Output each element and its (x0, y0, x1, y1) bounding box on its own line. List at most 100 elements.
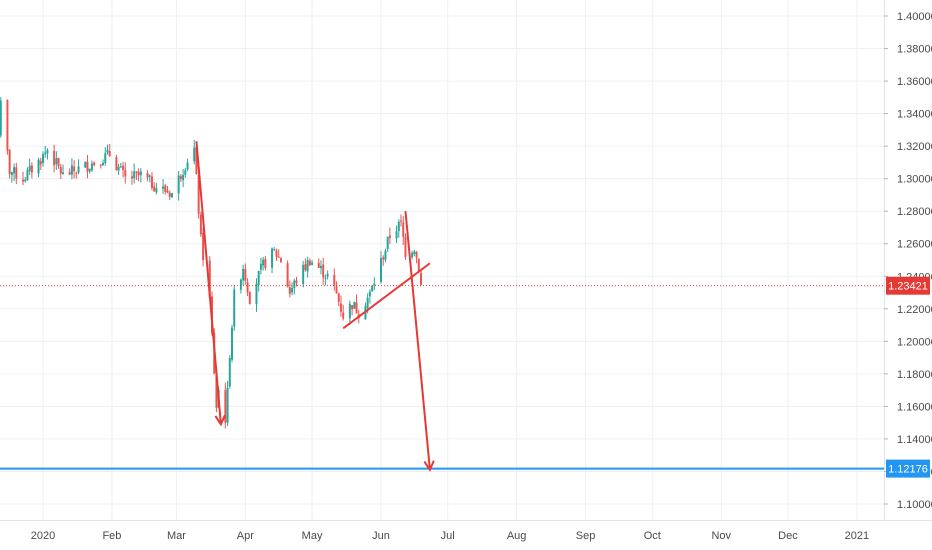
price-badges: 1.23421 1.12176 (886, 276, 930, 478)
candle-body (202, 233, 205, 260)
candle-body (291, 287, 294, 293)
candle-body (104, 153, 107, 163)
candle-body (177, 175, 180, 194)
candle-body (319, 266, 322, 269)
candle-body (182, 174, 185, 181)
candle-body (342, 312, 345, 319)
trendline (342, 262, 431, 330)
candle-body (88, 168, 91, 172)
candle-body (335, 286, 338, 293)
candle-body (164, 185, 167, 192)
y-tick-label: 1.18000 (897, 369, 932, 381)
candle-body (150, 176, 153, 188)
candle-body (239, 279, 242, 290)
y-tick-label: 1.20000 (897, 336, 932, 348)
candle-body (193, 147, 196, 162)
candle-body (337, 293, 340, 302)
candle-body (417, 259, 420, 273)
candle-body (339, 303, 342, 312)
candle-body (397, 221, 400, 232)
annotations (0, 141, 884, 472)
y-tick-label: 1.10000 (897, 499, 932, 511)
candle-body (242, 268, 245, 281)
candle-body (275, 250, 278, 257)
candle-body (93, 162, 96, 166)
candle-body (53, 150, 56, 166)
price-axis[interactable] (884, 0, 932, 520)
candle-body (326, 273, 329, 277)
candle-body (155, 188, 158, 193)
candle-body (68, 172, 71, 175)
candle-body (277, 256, 280, 258)
candle-body (257, 270, 260, 285)
candle-body (122, 165, 125, 170)
candle-body (295, 280, 298, 283)
candle-body (133, 171, 136, 179)
candle-body (130, 176, 133, 179)
candle-body (6, 100, 9, 151)
x-tick-label: Oct (644, 530, 661, 542)
candle-body (70, 165, 73, 175)
candle-body (244, 268, 247, 281)
candle-body (306, 260, 309, 272)
candle-body (415, 251, 418, 258)
candle-body (382, 257, 385, 260)
candle-body (148, 175, 151, 177)
candle-body (402, 222, 405, 237)
candle-body (231, 327, 234, 360)
grid (0, 0, 884, 520)
candle-body (413, 251, 416, 254)
candle-body (44, 152, 47, 155)
candle-body (184, 170, 187, 175)
candle-body (395, 231, 398, 239)
candle-body (302, 265, 305, 284)
candle-body (13, 167, 16, 174)
support-price-label: 1.12176 (888, 464, 928, 476)
candle-body (77, 166, 80, 173)
candle-body (199, 214, 202, 235)
candle-body (62, 172, 65, 175)
x-tick-label: Dec (778, 530, 798, 542)
candle-body (288, 287, 291, 294)
candle-body (26, 170, 29, 181)
candle-body (353, 301, 356, 309)
price-axis-labels: 1.40000 1.38000 1.36000 1.34000 1.32000 1.300… (884, 11, 932, 511)
y-tick-label: 1.36000 (897, 76, 932, 88)
candle-body (215, 372, 218, 408)
y-tick-label: 1.32000 (897, 141, 932, 153)
candle-body (86, 161, 89, 172)
candle-body (311, 262, 314, 265)
candle-body (333, 274, 336, 286)
candle-body (28, 165, 31, 172)
candle-body (99, 164, 102, 166)
x-tick-label: Sep (576, 530, 596, 542)
candle-body (135, 171, 138, 173)
candle-body (271, 248, 274, 268)
candle-body (10, 172, 13, 176)
arrow-line (195, 141, 222, 425)
candle-body (186, 162, 189, 170)
candle-body (21, 179, 24, 182)
candle-body (84, 161, 87, 168)
candle-body (351, 305, 354, 310)
candles (0, 97, 423, 429)
candle-body (286, 263, 289, 287)
current-price-label: 1.23421 (888, 281, 928, 293)
candle-body (279, 258, 282, 262)
candle-body (102, 162, 105, 166)
candle-body (308, 260, 311, 266)
candle-body (8, 150, 11, 174)
candle-body (248, 292, 251, 304)
candle-body (366, 297, 369, 308)
candle-body (55, 158, 58, 164)
arrow-head (214, 414, 226, 427)
candle-body (46, 150, 49, 154)
candle-body (420, 272, 423, 285)
x-tick-label: Jul (441, 530, 455, 542)
candle-body (124, 170, 127, 177)
candle-body (108, 151, 111, 157)
candle-body (262, 259, 265, 266)
candle-body (146, 173, 149, 178)
candle-body (90, 163, 93, 171)
